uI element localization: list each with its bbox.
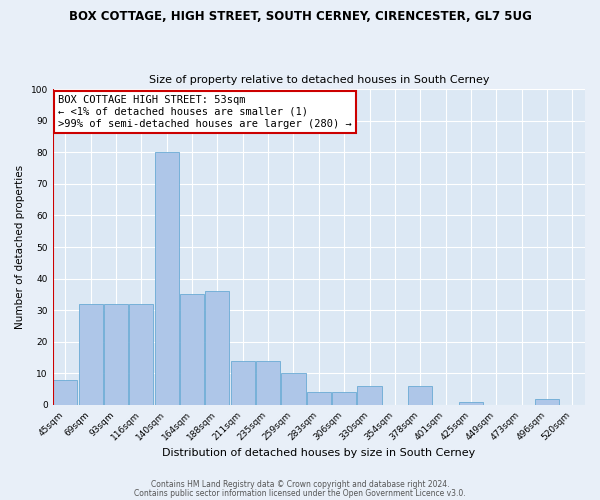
Bar bbox=[205, 292, 229, 405]
Title: Size of property relative to detached houses in South Cerney: Size of property relative to detached ho… bbox=[149, 76, 489, 86]
Bar bbox=[281, 374, 305, 405]
X-axis label: Distribution of detached houses by size in South Cerney: Distribution of detached houses by size … bbox=[162, 448, 475, 458]
Bar bbox=[79, 304, 103, 405]
Bar bbox=[180, 294, 204, 405]
Bar bbox=[53, 380, 77, 405]
Bar bbox=[231, 361, 255, 405]
Text: Contains public sector information licensed under the Open Government Licence v3: Contains public sector information licen… bbox=[134, 489, 466, 498]
Bar bbox=[408, 386, 432, 405]
Bar bbox=[459, 402, 483, 405]
Bar bbox=[130, 304, 154, 405]
Bar bbox=[307, 392, 331, 405]
Bar bbox=[256, 361, 280, 405]
Bar bbox=[535, 398, 559, 405]
Text: BOX COTTAGE HIGH STREET: 53sqm
← <1% of detached houses are smaller (1)
>99% of : BOX COTTAGE HIGH STREET: 53sqm ← <1% of … bbox=[58, 96, 352, 128]
Bar bbox=[358, 386, 382, 405]
Text: Contains HM Land Registry data © Crown copyright and database right 2024.: Contains HM Land Registry data © Crown c… bbox=[151, 480, 449, 489]
Y-axis label: Number of detached properties: Number of detached properties bbox=[15, 165, 25, 329]
Bar bbox=[332, 392, 356, 405]
Bar bbox=[104, 304, 128, 405]
Bar bbox=[155, 152, 179, 405]
Text: BOX COTTAGE, HIGH STREET, SOUTH CERNEY, CIRENCESTER, GL7 5UG: BOX COTTAGE, HIGH STREET, SOUTH CERNEY, … bbox=[68, 10, 532, 23]
